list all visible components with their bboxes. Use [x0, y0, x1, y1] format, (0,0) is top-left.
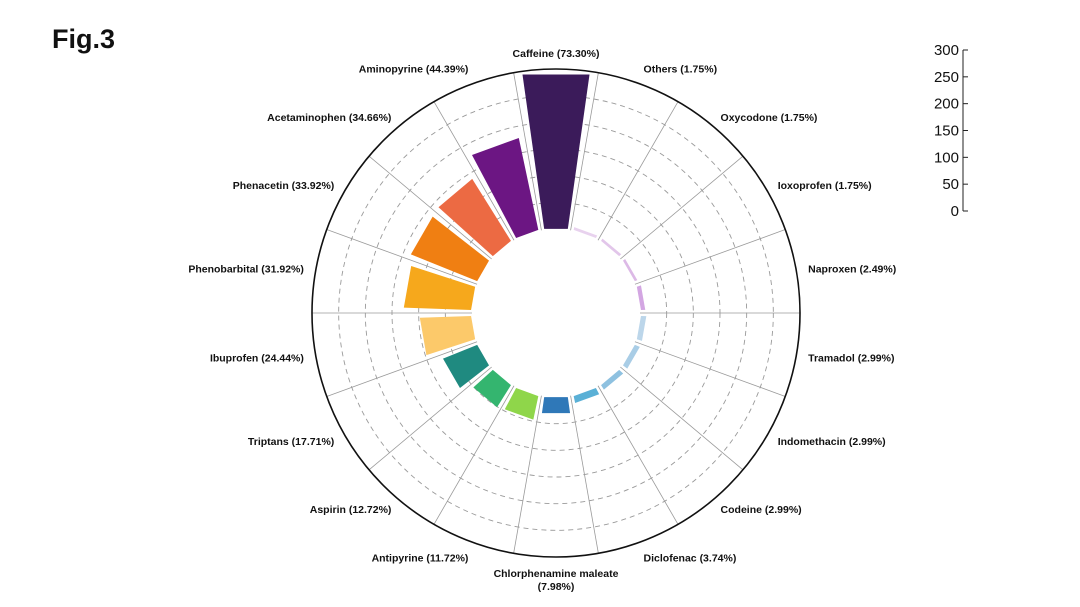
grid-circle	[418, 175, 694, 451]
category-label: Tramadol (2.99%)	[808, 352, 894, 364]
bar	[636, 285, 646, 311]
category-label: Phenobarbital (31.92%)	[188, 264, 304, 276]
category-label: Aminopyrine (44.39%)	[359, 63, 469, 75]
polar-grid	[311, 68, 801, 558]
bar	[419, 315, 476, 356]
bar	[622, 258, 638, 282]
bar	[443, 344, 490, 389]
radial-scale: 0 50 100 150 200 250 300	[934, 42, 968, 220]
category-label: Acetaminophen (34.66%)	[267, 112, 391, 124]
category-label: Ioxoprofen (1.75%)	[778, 180, 872, 192]
bar	[473, 369, 511, 408]
category-label: Ibuprofen (24.44%)	[210, 352, 304, 364]
category-label: Diclofenac (3.74%)	[644, 553, 737, 565]
grid-circle	[338, 95, 774, 531]
scale-tick-label: 50	[942, 176, 959, 193]
bar	[601, 238, 622, 257]
bar	[504, 388, 539, 420]
bar	[601, 369, 624, 390]
scale-tick-label: 150	[934, 123, 959, 140]
spoke-line	[620, 155, 744, 260]
figure-label: Fig.3	[52, 24, 116, 54]
bar	[573, 227, 598, 238]
bar	[438, 178, 511, 257]
bar	[522, 74, 590, 229]
grid-circle	[364, 121, 748, 505]
category-label: Triptans (17.71%)	[248, 436, 334, 448]
category-labels: Caffeine (73.30%) Others (1.75%) Oxycodone…	[188, 48, 896, 593]
scale-tick-label: 0	[951, 203, 959, 220]
category-label: Oxycodone (1.75%)	[721, 112, 818, 124]
bar	[471, 137, 539, 238]
category-label: Caffeine (73.30%)	[513, 48, 600, 60]
bar	[622, 344, 640, 369]
category-label: Codeine (2.99%)	[721, 504, 802, 516]
bars	[403, 74, 647, 420]
category-label: Others (1.75%)	[644, 63, 718, 75]
outer-circle	[311, 68, 801, 558]
category-label: Indomethacin (2.99%)	[778, 436, 886, 448]
scale-tick-label: 300	[934, 42, 959, 59]
category-label: Chlorphenamine maleate (7.98%)	[494, 568, 619, 593]
bar	[403, 265, 476, 311]
spoke-line	[620, 366, 744, 471]
category-label: Phenacetin (33.92%)	[233, 180, 335, 192]
category-label: Naproxen (2.49%)	[808, 264, 896, 276]
grid-circle	[444, 201, 668, 425]
scale-tick-label: 100	[934, 149, 959, 166]
bar	[573, 388, 600, 403]
bar	[541, 397, 571, 414]
category-label: Antipyrine (11.72%)	[372, 553, 469, 565]
bar	[410, 216, 490, 282]
bar	[636, 315, 647, 341]
category-label: Aspirin (12.72%)	[310, 504, 392, 516]
scale-tick-label: 200	[934, 96, 959, 113]
grid-circle	[391, 148, 721, 478]
scale-tick-label: 250	[934, 69, 959, 86]
